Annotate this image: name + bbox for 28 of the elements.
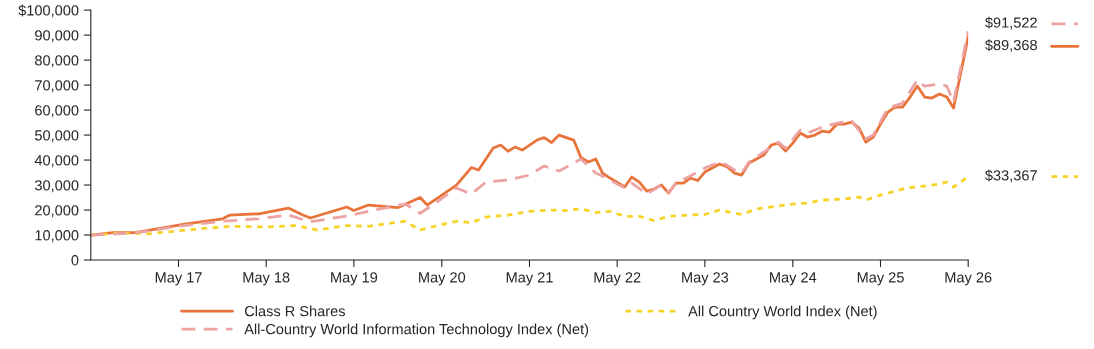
- legend-label: All-Country World Information Technology Index (Net): [244, 323, 589, 338]
- y-tick-label: 60,000: [35, 105, 79, 118]
- y-tick-label: 20,000: [35, 205, 79, 218]
- y-tick-label: 10,000: [35, 230, 79, 243]
- x-tick-label: May 25: [857, 272, 904, 286]
- annotation: $89,368: [985, 39, 1037, 52]
- y-tick-label: 50,000: [34, 130, 79, 143]
- annotation: $33,367: [985, 169, 1037, 183]
- y-tick-label: 70,000: [35, 80, 79, 93]
- x-tick-label: May 24: [770, 272, 817, 286]
- y-tick-label: 40,000: [34, 155, 79, 168]
- x-tick-label: May 21: [506, 272, 553, 286]
- annotation: $91,522: [985, 16, 1037, 30]
- y-tick-label: $100,000: [18, 4, 79, 18]
- y-tick-label: 90,000: [35, 30, 79, 43]
- x-tick-label: May 22: [594, 272, 641, 286]
- x-tick-label: May 18: [243, 272, 290, 286]
- x-tick-label: May 20: [419, 272, 466, 286]
- y-tick-label: 80,000: [35, 55, 79, 68]
- x-tick-label: May 26: [945, 272, 992, 286]
- x-tick-label: May 19: [331, 272, 378, 286]
- y-tick-label: 0: [71, 255, 79, 266]
- x-tick-label: May 17: [155, 272, 202, 286]
- y-tick-label: 30,000: [34, 180, 79, 193]
- legend-label: Class R Shares: [244, 305, 345, 317]
- legend-label: All Country World Index (Net): [688, 305, 877, 320]
- x-tick-label: May 23: [682, 272, 729, 286]
- line-series: [90, 175, 969, 237]
